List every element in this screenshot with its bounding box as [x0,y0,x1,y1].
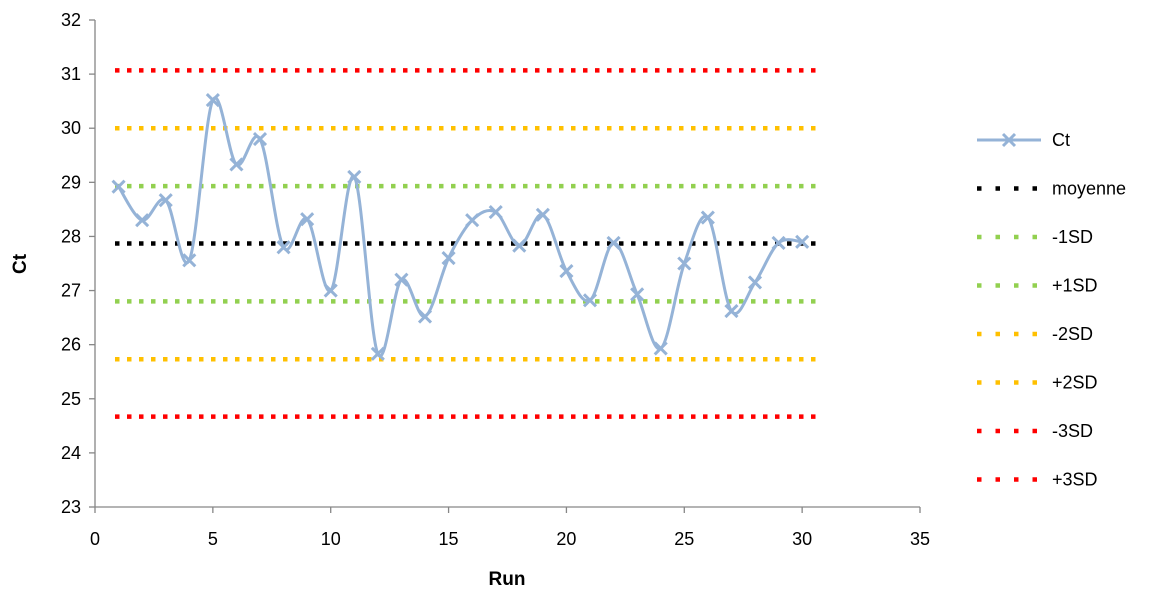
series-ct [111,93,810,361]
legend-item: -1SD [977,227,1093,247]
x-tick-label: 0 [90,529,100,549]
legend-item: +2SD [977,373,1098,393]
ct-data-point [276,240,291,255]
y-tick-label: 27 [61,281,81,301]
ct-data-point [394,272,409,287]
x-tick-label: 5 [208,529,218,549]
ct-data-point [795,234,810,249]
ct-data-point [606,235,621,250]
ct-data-point [182,253,197,268]
legend-item: moyenne [977,179,1126,199]
x-tick-label: 25 [674,529,694,549]
ct-data-point [582,293,598,308]
legend-item: Ct [977,130,1070,150]
y-tick-label: 25 [61,389,81,409]
ct-data-point [747,275,763,290]
legend-label: +3SD [1052,470,1098,490]
ct-data-point [252,131,268,147]
ct-data-point [135,213,150,228]
x-tick-label: 35 [910,529,930,549]
ct-data-point [512,238,527,253]
ct-data-point [229,157,244,172]
y-ticks: 23 24 25 26 27 28 29 30 31 32 [61,10,95,517]
ct-data-point [488,205,503,220]
ct-data-point [700,210,715,225]
x-axis-title: Run [489,569,526,590]
legend-label: -2SD [1052,324,1093,344]
legend-item: +1SD [977,276,1098,296]
ct-data-point [677,256,692,271]
ct-data-point [771,235,786,250]
legend: Ct moyenne -1SD +1SD -2SD +2SD -3SD +3SD [977,130,1126,490]
legend-label: -1SD [1052,227,1093,247]
y-tick-label: 29 [61,172,81,192]
x-tick-label: 20 [556,529,576,549]
ct-data-point [535,207,550,222]
x-tick-label: 30 [792,529,812,549]
ct-data-point [724,304,739,319]
x-ticks: 0 5 10 15 20 25 30 35 [90,507,930,549]
legend-label: +2SD [1052,373,1098,393]
legend-item: -2SD [977,324,1093,344]
ct-data-point [630,287,645,302]
y-tick-label: 24 [61,443,81,463]
y-tick-label: 26 [61,335,81,355]
x-tick-label: 10 [321,529,341,549]
ct-data-point [205,93,220,108]
ct-data-point [441,251,456,266]
legend-label: Ct [1052,130,1070,150]
ct-data-point [300,212,315,227]
ct-data-point [417,309,433,324]
ct-data-point [465,213,480,228]
axes [94,20,920,508]
legend-item: -3SD [977,421,1093,441]
legend-label: moyenne [1052,179,1126,199]
ct-data-point [111,179,126,194]
ct-data-point [559,264,574,279]
y-tick-label: 32 [61,10,81,30]
x-tick-label: 15 [439,529,459,549]
legend-label: -3SD [1052,421,1093,441]
ct-data-point [347,169,362,184]
reference-lines [115,68,822,419]
y-tick-label: 31 [61,64,81,84]
y-tick-label: 23 [61,497,81,517]
ct-data-point [323,283,338,298]
ct-data-point [653,341,668,356]
y-tick-label: 30 [61,118,81,138]
ct-series-line [117,96,803,358]
y-tick-label: 28 [61,226,81,246]
y-axis-title: Ct [10,253,31,274]
legend-label: +1SD [1052,276,1098,296]
ct-data-point [158,193,173,208]
ct-data-point [370,346,385,361]
legend-item: +3SD [977,470,1098,490]
